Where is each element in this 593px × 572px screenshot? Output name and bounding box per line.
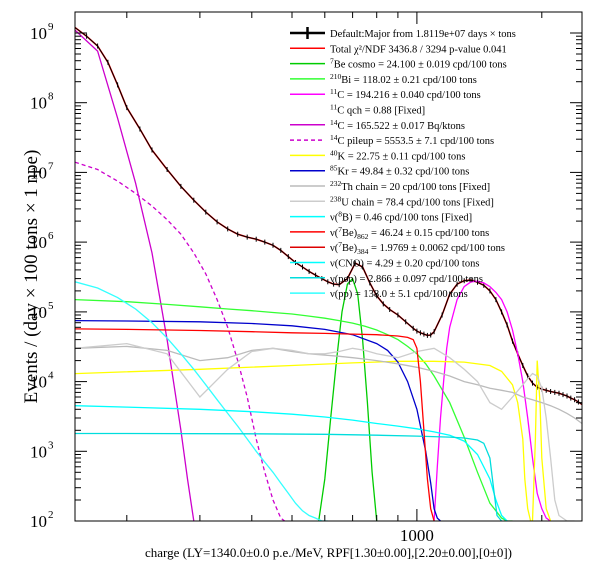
legend-label: 14C = 165.522 ± 0.017 Bq/ktons (330, 118, 465, 132)
y-tick-label-exponent: 2 (48, 509, 54, 521)
legend-entry-nupp: ν(pp) = 138.0 ± 5.1 cpd/100 tons (290, 289, 468, 300)
legend-label: 232Th chain = 20 cpd/100 tons [Fixed] (330, 179, 490, 193)
legend-entry-data: Default:Major from 1.8119e+07 days × ton… (290, 27, 516, 40)
y-tick-label-exponent: 5 (48, 300, 54, 312)
series-curves (75, 25, 582, 521)
legend-label: 85Kr = 49.84 ± 0.32 cpd/100 tons (330, 164, 469, 178)
y-tick-label: 10 (30, 512, 47, 531)
series-line-c11 (433, 280, 551, 521)
legend-entry-be7cosmo: 7Be cosmo = 24.100 ± 0.019 cpd/100 tons (290, 57, 507, 71)
axis-ticks (75, 11, 582, 522)
legend-entry-nube384: ν(7Be)384 = 1.9769 ± 0.0062 cpd/100 tons (290, 240, 505, 256)
legend: Default:Major from 1.8119e+07 days × ton… (290, 27, 516, 300)
legend-entry-c11: 11C = 194.216 ± 0.040 cpd/100 tons (290, 87, 481, 101)
legend-entry-nub8: ν(8B) = 0.46 cpd/100 tons [Fixed] (290, 210, 472, 224)
series-line-bi210 (75, 298, 513, 521)
series-line-nupep (75, 432, 503, 521)
legend-label: ν(8B) = 0.46 cpd/100 tons [Fixed] (330, 210, 472, 224)
legend-entry-c14: 14C = 165.522 ± 0.017 Bq/ktons (290, 118, 465, 132)
legend-entry-nube862: ν(7Be)862 = 46.24 ± 0.15 cpd/100 tons (290, 225, 489, 241)
plot-frame (74, 11, 583, 522)
legend-entry-nupep: ν(pep) = 2.866 ± 0.097 cpd/100 tons (290, 274, 483, 285)
y-tick-label: 10 (30, 163, 47, 182)
series-line-u238 (75, 342, 575, 521)
legend-entry-c14pileup: 14C pileup = 5553.5 ± 7.1 cpd/100 tons (290, 133, 494, 147)
series-line-c14pileup (75, 161, 285, 521)
y-tick-label: 10 (30, 303, 47, 322)
series-line-nupp (75, 281, 328, 521)
legend-label: Total χ²/NDF 3436.8 / 3294 p-value 0.041 (330, 44, 507, 55)
y-tick-label: 10 (30, 94, 47, 113)
legend-label: ν(pp) = 138.0 ± 5.1 cpd/100 tons (330, 289, 468, 300)
legend-label: 11C qch = 0.88 [Fixed] (330, 103, 425, 117)
legend-label: 7Be cosmo = 24.100 ± 0.019 cpd/100 tons (330, 57, 507, 71)
series-line-th232 (75, 345, 582, 425)
y-tick-label-exponent: 7 (48, 160, 54, 172)
y-tick-label: 10 (30, 442, 47, 461)
y-tick-label-exponent: 3 (48, 439, 54, 451)
series-line-c14 (75, 29, 195, 521)
series-line-data (75, 27, 582, 405)
y-tick-label: 10 (30, 24, 47, 43)
y-tick-label-exponent: 6 (48, 230, 54, 242)
y-tick-label-exponent: 9 (48, 21, 54, 33)
legend-label: 40K = 22.75 ± 0.11 cpd/100 tons (330, 148, 465, 162)
legend-label: 238U chain = 78.4 cpd/100 tons [Fixed] (330, 194, 494, 208)
series-line-total (75, 26, 582, 406)
legend-entry-c11qch: 11C qch = 0.88 [Fixed] (330, 103, 425, 117)
legend-entry-u238: 238U chain = 78.4 cpd/100 tons [Fixed] (290, 194, 494, 208)
series-line-nube862 (75, 328, 435, 521)
y-tick-label-exponent: 8 (48, 91, 54, 103)
legend-label: Default:Major from 1.8119e+07 days × ton… (330, 29, 516, 40)
legend-entry-total: Total χ²/NDF 3436.8 / 3294 p-value 0.041 (290, 44, 507, 55)
y-tick-label: 10 (30, 373, 47, 392)
legend-entry-k40: 40K = 22.75 ± 0.11 cpd/100 tons (290, 148, 465, 162)
y-tick-label-exponent: 4 (48, 370, 54, 382)
legend-entry-nucno: ν(CNO) = 4.29 ± 0.20 cpd/100 tons (290, 259, 479, 270)
legend-label: ν(CNO) = 4.29 ± 0.20 cpd/100 tons (330, 259, 479, 270)
legend-entry-th232: 232Th chain = 20 cpd/100 tons [Fixed] (290, 179, 490, 193)
series-line-nucno (75, 405, 508, 521)
legend-label: 11C = 194.216 ± 0.040 cpd/100 tons (330, 87, 481, 101)
legend-label: 210Bi = 118.02 ± 0.21 cpd/100 tons (330, 72, 477, 86)
series-line-be7cosmo (318, 277, 378, 521)
x-tick-label: 1000 (400, 526, 434, 545)
series-line-kr85 (75, 319, 441, 521)
legend-label: ν(7Be)862 = 46.24 ± 0.15 cpd/100 tons (330, 225, 489, 241)
x-axis-title: charge (LY=1340.0±0.0 p.e./MeV, RPF[1.30… (145, 545, 512, 560)
legend-label: ν(pep) = 2.866 ± 0.097 cpd/100 tons (330, 274, 483, 285)
legend-entry-bi210: 210Bi = 118.02 ± 0.21 cpd/100 tons (290, 72, 477, 86)
y-axis-title: Events / (day × 100 tons × 1 npe) (21, 150, 42, 404)
series-line-k40 (75, 360, 552, 521)
legend-label: ν(7Be)384 = 1.9769 ± 0.0062 cpd/100 tons (330, 240, 505, 256)
y-tick-label: 10 (30, 233, 47, 252)
legend-label: 14C pileup = 5553.5 ± 7.1 cpd/100 tons (330, 133, 494, 147)
legend-entry-kr85: 85Kr = 49.84 ± 0.32 cpd/100 tons (290, 164, 469, 178)
